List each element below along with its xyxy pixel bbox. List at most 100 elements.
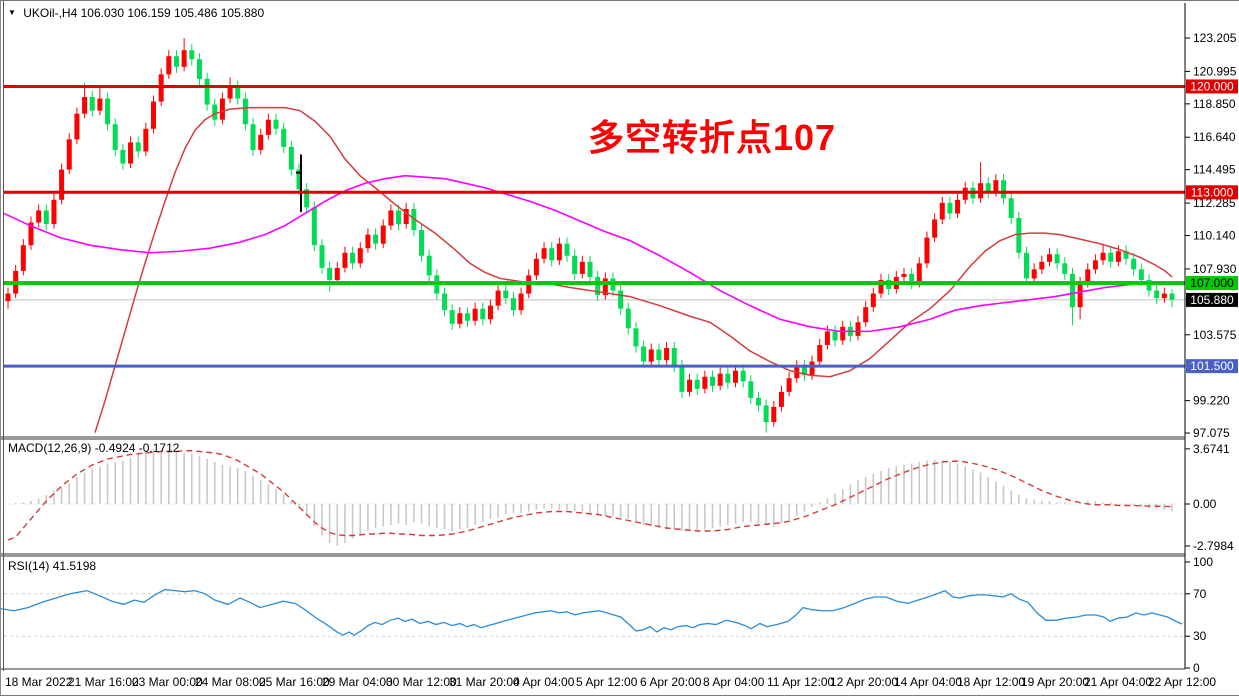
candle-body xyxy=(235,86,241,99)
rsi-value: 41.5198 xyxy=(52,559,97,573)
candle-body xyxy=(250,124,256,150)
axis-label: 114.495 xyxy=(1193,163,1236,177)
axis-label: 107.930 xyxy=(1193,262,1237,276)
candle-body xyxy=(464,313,470,321)
time-axis-label: 18 Apr 12:00 xyxy=(957,675,1026,689)
candle-body xyxy=(36,210,42,223)
candle-body xyxy=(549,248,555,261)
candle-body xyxy=(449,310,455,324)
candle-body xyxy=(426,255,432,276)
candle-body xyxy=(5,293,11,302)
symbol-timeframe-label: UKOil-,H4 xyxy=(23,6,78,20)
candle-body xyxy=(357,248,363,264)
candle-body xyxy=(304,189,310,208)
candle-body xyxy=(135,142,141,152)
candle-body xyxy=(265,119,271,135)
candle-body xyxy=(694,379,700,389)
time-axis-label: 21 Mar 16:00 xyxy=(68,675,139,689)
candle-body xyxy=(112,124,118,150)
time-axis-label: 5 Apr 12:00 xyxy=(576,675,638,689)
candle-body xyxy=(105,98,111,125)
axis-label: -2.7984 xyxy=(1193,539,1234,553)
candle-body xyxy=(1123,251,1129,259)
time-axis-label: 18 Mar 2022 xyxy=(5,675,73,689)
candle-body xyxy=(327,267,333,280)
time-axis-label: 14 Apr 04:00 xyxy=(894,675,963,689)
candle-body xyxy=(656,349,662,361)
axis-label: 70 xyxy=(1193,587,1207,601)
candle-body xyxy=(817,344,823,362)
axis-layer: 123.205 120.995 118.850 116.640 114.495 112.2… xyxy=(0,3,1238,675)
candle-body xyxy=(51,199,57,225)
candle-body xyxy=(1024,252,1029,279)
candle-body xyxy=(196,59,202,79)
candle-body xyxy=(710,376,716,386)
candle-body xyxy=(258,134,264,150)
rsi-name: RSI(14) xyxy=(8,559,50,573)
candle-body xyxy=(1001,180,1007,199)
candle-body xyxy=(74,113,80,140)
candle-body xyxy=(43,210,49,225)
window-left-border xyxy=(0,1,1,695)
candle-body xyxy=(832,331,838,341)
candle-body xyxy=(733,370,738,383)
hline-price-box xyxy=(1186,275,1238,290)
candle-body xyxy=(59,169,65,200)
candle-body xyxy=(403,208,409,225)
axis-label: 103.575 xyxy=(1193,328,1237,342)
rsi-indicator-label: RSI(14) 41.5198 xyxy=(8,559,96,573)
candle-body xyxy=(740,370,746,382)
candle-body xyxy=(158,74,164,102)
candle-body xyxy=(855,322,861,336)
time-axis-label: 23 Mar 00:00 xyxy=(132,675,203,689)
candle-body xyxy=(319,245,325,268)
candle-body xyxy=(242,98,248,125)
candle-body xyxy=(939,202,945,220)
time-axis-label: 25 Mar 16:00 xyxy=(259,675,330,689)
time-axis-label: 30 Mar 12:00 xyxy=(386,675,457,689)
candle-body xyxy=(173,56,179,67)
candle-body xyxy=(947,202,953,214)
hline-price-box xyxy=(1186,359,1238,374)
macd-signal-line xyxy=(7,450,1173,541)
axis-label: 97.075 xyxy=(1193,426,1230,440)
candle-body xyxy=(840,326,846,341)
axis-label: 116.640 xyxy=(1193,130,1236,144)
candle-body xyxy=(748,381,754,398)
ohlc-values-label: 106.030 106.159 105.486 105.880 xyxy=(80,6,265,20)
rsi-line xyxy=(0,588,1183,636)
candle-body xyxy=(1154,290,1160,299)
axis-label: 30 xyxy=(1193,629,1207,643)
candle-body xyxy=(20,245,26,271)
candle-body xyxy=(1085,269,1091,283)
candle-body xyxy=(166,56,172,75)
time-axis-label: 8 Apr 04:00 xyxy=(703,675,765,689)
time-axis-label: 22 Apr 12:00 xyxy=(1148,675,1217,689)
candle-body xyxy=(311,207,317,246)
candle-body xyxy=(778,391,784,407)
hline-price-label: 107.000 xyxy=(1190,276,1234,290)
candle-body xyxy=(572,255,578,274)
candle-body xyxy=(1138,269,1144,280)
macd-values: -0.4924 -0.1712 xyxy=(94,441,180,455)
axis-label: 3.6741 xyxy=(1193,442,1230,456)
candle-body xyxy=(702,376,708,389)
candle-body xyxy=(916,263,922,283)
time-axis-label: 6 Apr 20:00 xyxy=(640,675,702,689)
panel-left-border xyxy=(3,1,4,671)
macd-indicator-label: MACD(12,26,9) -0.4924 -0.1712 xyxy=(8,441,179,455)
candle-body xyxy=(771,406,777,423)
ma-slow-line xyxy=(3,174,1176,333)
axis-label: 0 xyxy=(1193,661,1200,675)
candle-body xyxy=(503,290,509,299)
time-axis[interactable]: 18 Mar 2022 21 Mar 16:00 23 Mar 00:00 24 Ma… xyxy=(0,673,1239,693)
candle-body xyxy=(1077,282,1083,308)
price-panel xyxy=(3,38,1185,433)
symbol-dropdown-icon[interactable]: ▼ xyxy=(8,8,16,17)
candle-body xyxy=(985,183,991,193)
candle-body xyxy=(373,234,379,244)
time-axis-label: 12 Apr 20:00 xyxy=(830,675,899,689)
candle-body xyxy=(602,278,608,296)
